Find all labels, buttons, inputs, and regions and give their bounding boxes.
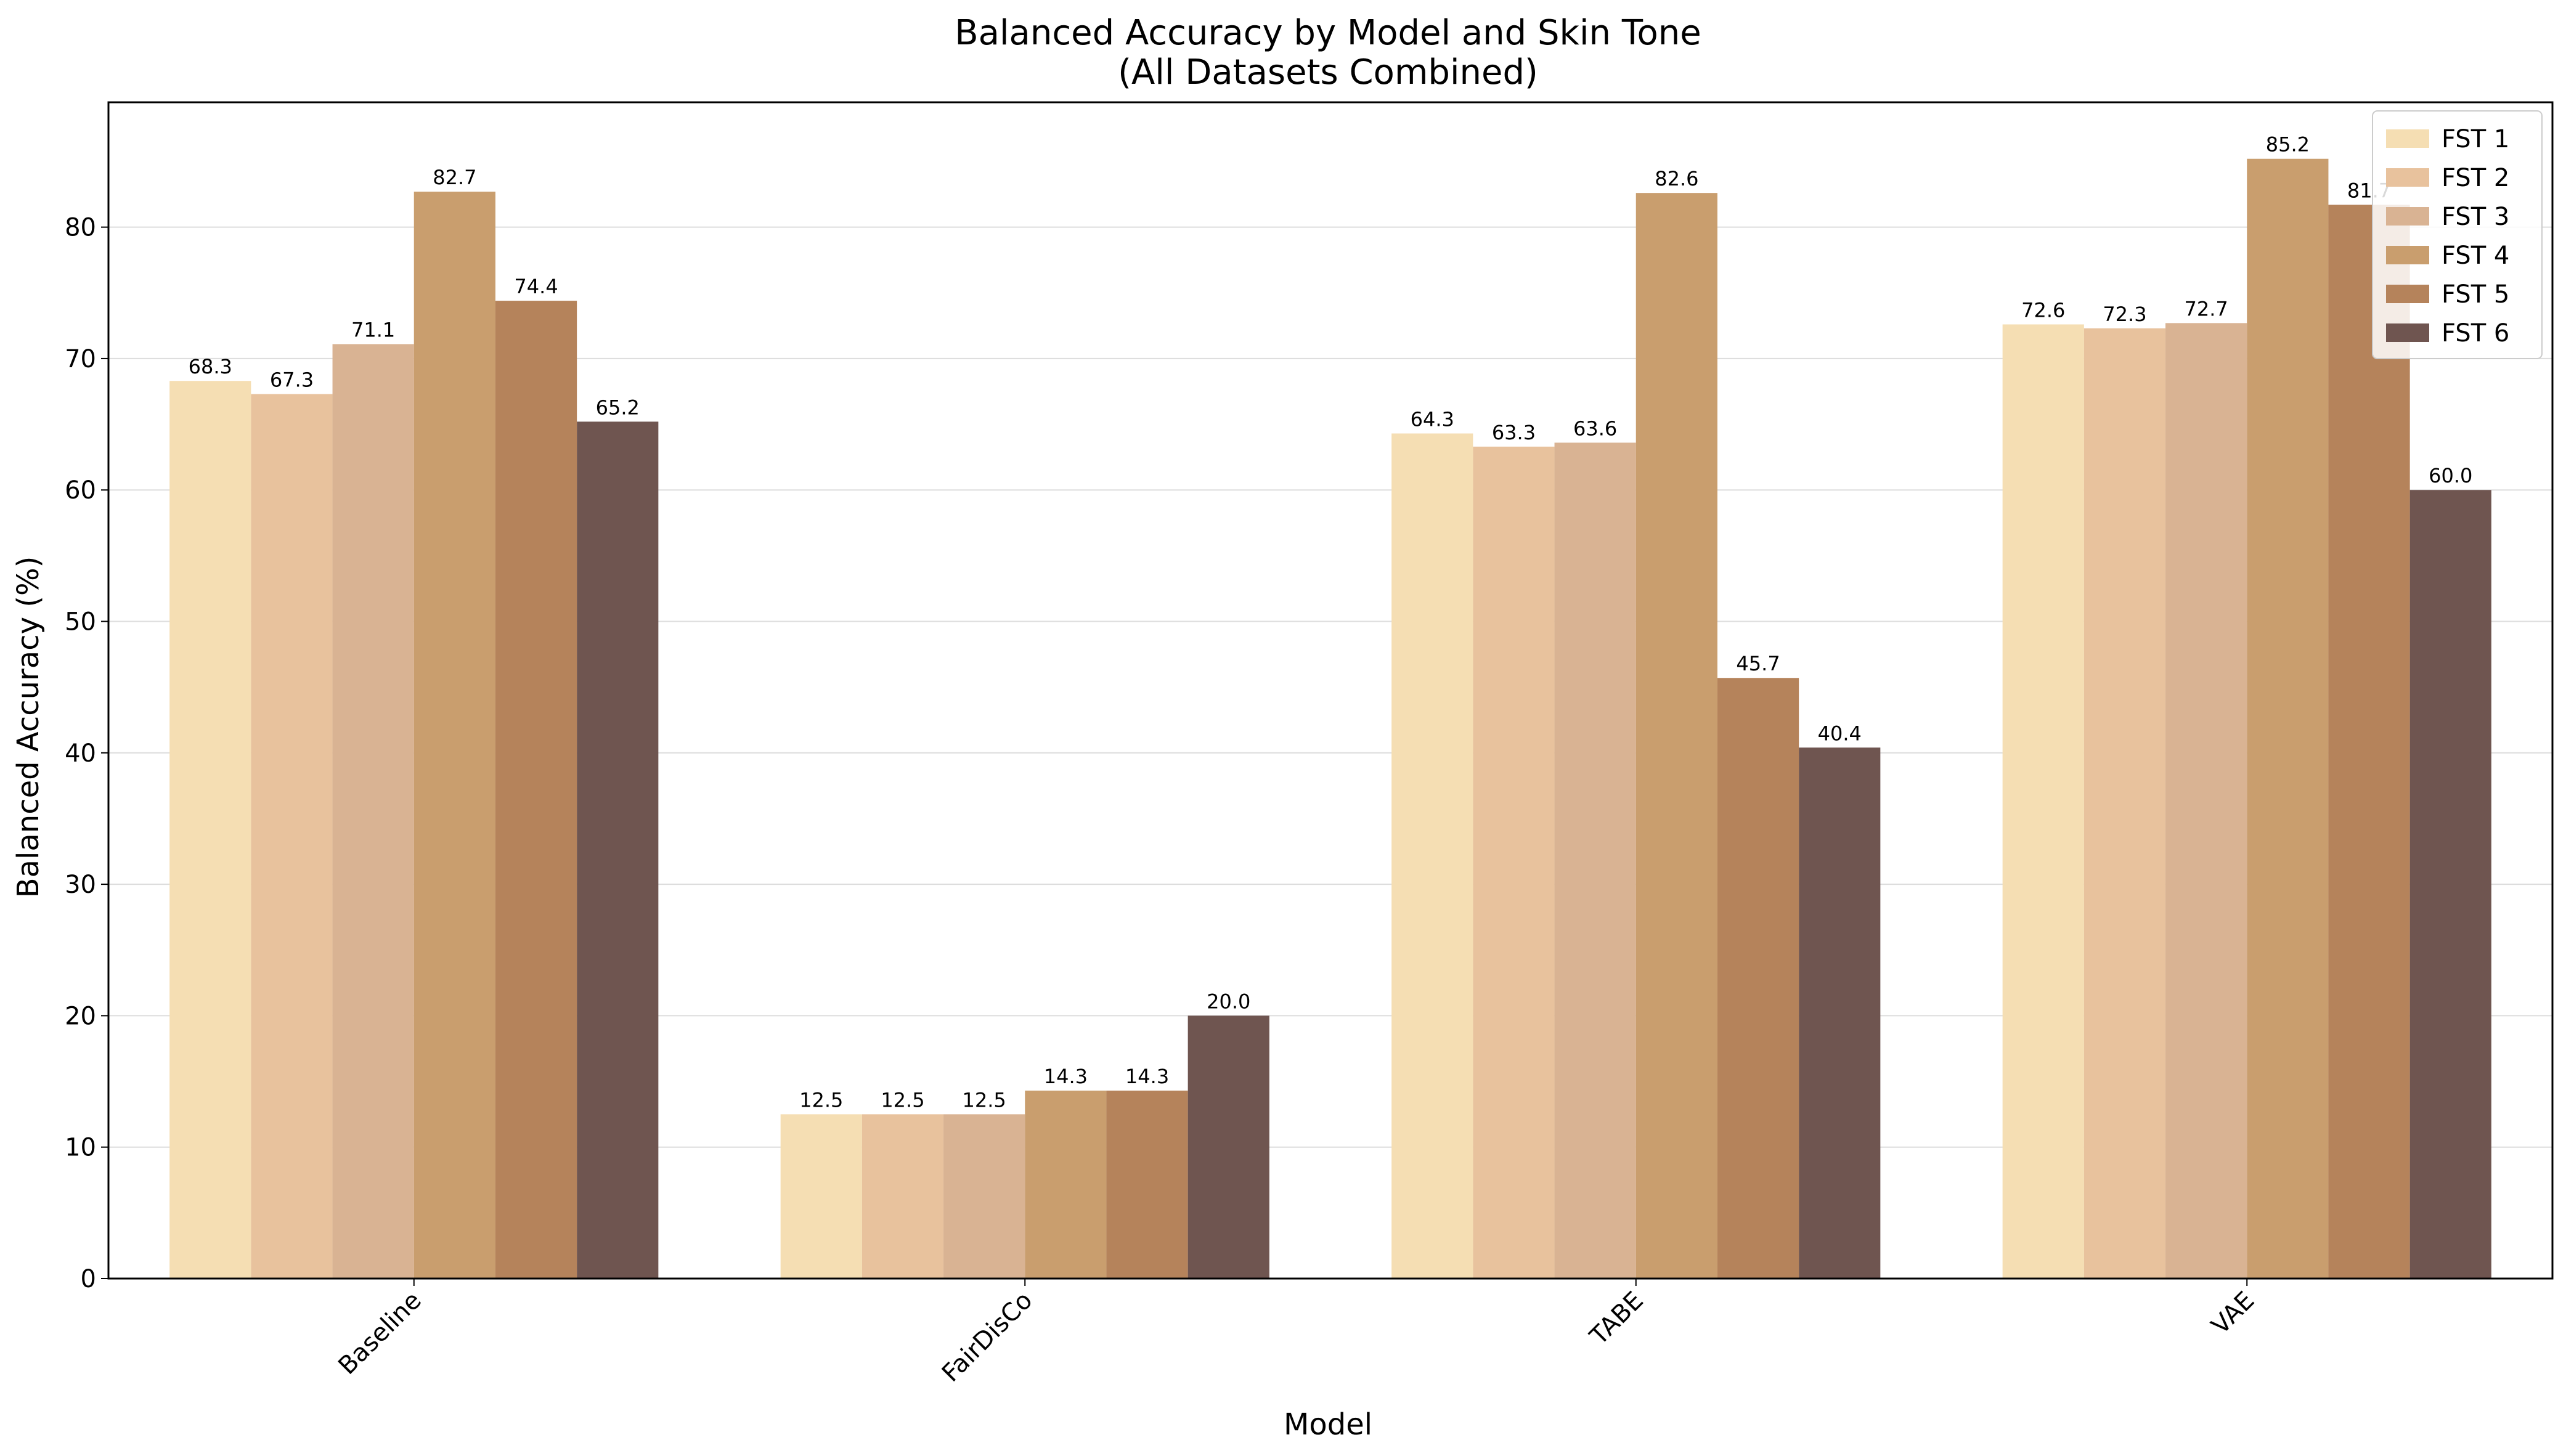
bar [2165,323,2247,1279]
bar [2247,158,2329,1279]
bar [2002,324,2084,1279]
bar-value-label: 14.3 [1125,1065,1169,1088]
bar-value-label: 82.7 [433,166,476,189]
legend-label: FST 6 [2442,319,2509,348]
legend-swatch [2386,285,2429,303]
bar-value-label: 72.6 [2021,298,2065,322]
bar [332,344,414,1279]
bar-value-label: 12.5 [881,1088,924,1112]
bar [861,1114,944,1279]
bar [413,192,495,1279]
bar-value-label: 64.3 [1411,408,1454,431]
bar [943,1114,1025,1279]
bar-value-label: 14.3 [1044,1065,1088,1088]
bar-value-label: 63.3 [1492,421,1536,444]
bar [1799,747,1881,1279]
bar [169,381,251,1279]
legend-label: FST 1 [2442,125,2509,153]
x-tick-label: Baseline [333,1287,426,1380]
bar [1391,433,1473,1279]
y-tick-label: 60 [65,476,96,505]
y-tick-label: 20 [65,1002,96,1030]
y-tick-label: 80 [65,214,96,242]
x-tick-label: TABE [1584,1287,1649,1351]
bar-value-label: 67.3 [270,368,314,392]
bar [780,1114,862,1279]
bar-value-label: 82.6 [1655,167,1698,190]
bar [2083,328,2166,1279]
data-labels: 68.3 67.3 71.1 82.7 74.4 65.2 12.5 12.5 12.5 14.3… [189,133,2473,1112]
y-tick-label: 50 [65,608,96,636]
bar [2328,205,2410,1279]
legend-label: FST 4 [2442,242,2509,270]
y-tick-label: 30 [65,871,96,899]
legend: FST 1 FST 2 FST 3 FST 4 FST 5 FST 6 [2372,110,2543,359]
chart-subtitle: (All Datasets Combined) [1118,52,1538,92]
bar-value-label: 40.4 [1818,722,1862,745]
bars [169,158,2491,1279]
bar [495,301,577,1279]
chart-title: Balanced Accuracy by Model and Skin Tone [955,13,1701,53]
legend-swatch [2386,129,2429,148]
bar [1187,1015,1269,1279]
y-tick-label: 40 [65,739,96,768]
legend-label: FST 3 [2442,203,2509,231]
legend-label: FST 5 [2442,280,2509,309]
bar [1717,678,1799,1279]
legend-label: FST 2 [2442,164,2509,192]
x-axis: Baseline FairDisCo TABE VAE [333,1279,2260,1388]
legend-swatch [2386,207,2429,226]
bar-value-label: 45.7 [1736,652,1780,675]
legend-swatch [2386,246,2429,264]
bar-value-label: 72.3 [2103,303,2146,326]
bar-value-label: 68.3 [189,355,232,378]
bar-value-label: 72.7 [2185,297,2228,320]
bar-value-label: 12.5 [799,1088,843,1112]
bar-value-label: 85.2 [2266,133,2310,157]
bar-value-label: 63.6 [1573,417,1617,440]
bar-value-label: 20.0 [1207,990,1250,1013]
y-tick-label: 10 [65,1134,96,1162]
bar [577,421,659,1279]
plot-frame [107,101,2554,1280]
bar-value-label: 65.2 [596,396,640,419]
bar-value-label: 12.5 [963,1088,1006,1112]
y-tick-label: 70 [65,345,96,373]
bar-value-label: 71.1 [351,318,395,341]
bar-value-label: 60.0 [2429,464,2472,487]
bar [1025,1090,1107,1279]
x-axis-label: Model [1284,1407,1372,1442]
x-tick-label: VAE [2206,1287,2260,1340]
bar [251,394,333,1279]
y-axis: 0 10 20 30 40 50 60 70 80 [65,214,108,1293]
legend-swatch [2386,168,2429,187]
bar [1635,193,1717,1279]
y-axis-label: Balanced Accuracy (%) [11,556,46,898]
bar [1473,446,1555,1279]
bar [1554,442,1636,1279]
x-tick-label: FairDisCo [937,1287,1038,1388]
bar [1106,1090,1188,1279]
legend-swatch [2386,323,2429,342]
y-tick-label: 0 [81,1265,96,1293]
bar-value-label: 74.4 [514,275,558,298]
bar [2409,490,2491,1279]
